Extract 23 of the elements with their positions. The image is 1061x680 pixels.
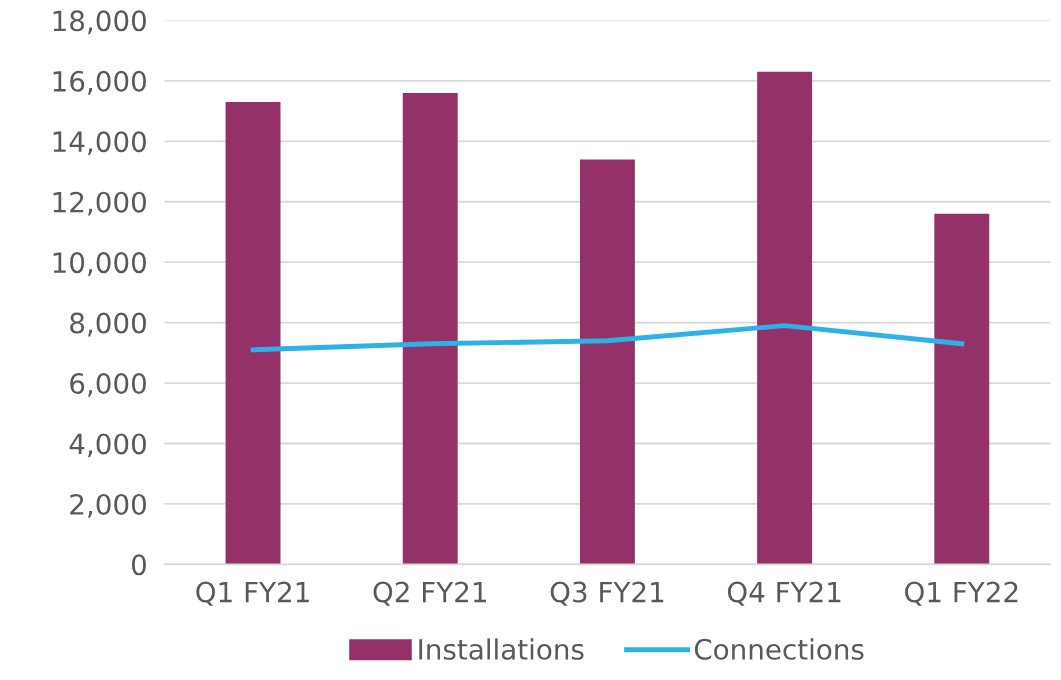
y-tick-label: 0 xyxy=(131,554,146,576)
y-tick-label: 18,000 xyxy=(53,10,146,35)
bar xyxy=(757,71,813,565)
y-tick-label: 12,000 xyxy=(53,191,146,216)
x-tick-label: Q3 FY21 xyxy=(550,581,664,606)
bar xyxy=(579,159,635,565)
y-tick-label: 2,000 xyxy=(70,493,146,518)
x-tick-label: Q1 FY21 xyxy=(196,581,309,606)
y-tick-label: 8,000 xyxy=(70,312,146,337)
x-tick-label: Q1 FY22 xyxy=(905,581,1018,606)
y-tick-label: 16,000 xyxy=(53,70,146,95)
x-tick-label: Q2 FY21 xyxy=(373,581,486,606)
legend-label: Connections xyxy=(694,638,864,660)
legend-label: Installations xyxy=(419,638,584,660)
bar xyxy=(402,92,458,565)
y-tick-label: 10,000 xyxy=(53,252,146,276)
x-tick-label: Q4 FY21 xyxy=(727,581,841,606)
bar xyxy=(934,213,990,565)
line-series xyxy=(250,323,965,353)
bar xyxy=(225,102,281,565)
y-tick-label: 6,000 xyxy=(70,373,146,397)
y-tick-label: 4,000 xyxy=(69,433,146,458)
y-tick-label: 14,000 xyxy=(53,131,146,156)
